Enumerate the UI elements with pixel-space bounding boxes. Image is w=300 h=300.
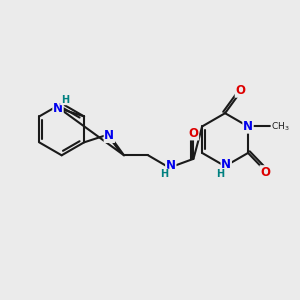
Text: N: N: [53, 102, 63, 115]
Text: N: N: [166, 159, 176, 172]
Text: N: N: [104, 129, 114, 142]
Text: H: H: [216, 169, 224, 178]
Text: H: H: [160, 169, 168, 179]
Text: O: O: [236, 84, 245, 97]
Text: O: O: [260, 166, 270, 179]
Text: CH$_3$: CH$_3$: [271, 120, 290, 133]
Text: H: H: [61, 94, 69, 105]
Text: N: N: [221, 158, 231, 171]
Text: O: O: [188, 127, 199, 140]
Text: N: N: [243, 120, 253, 133]
